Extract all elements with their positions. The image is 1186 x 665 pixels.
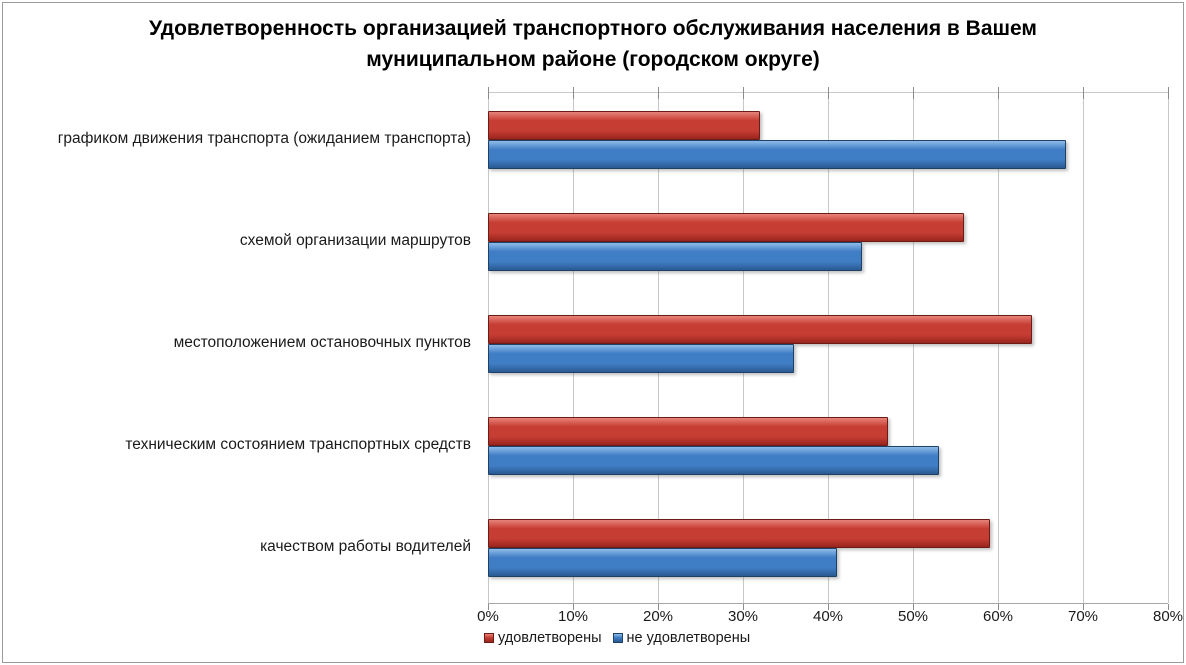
bar-satisfied [488, 213, 964, 242]
axis-tick-bottom [828, 604, 829, 610]
axis-tick-bottom [658, 604, 659, 610]
axis-tick-top [488, 87, 489, 99]
legend-label: не удовлетворены [626, 630, 751, 646]
legend-item: не удовлетворены [612, 630, 751, 646]
x-tick-label: 0% [477, 608, 499, 625]
axis-tick-top [913, 87, 914, 99]
legend: удовлетворены не удовлетворены [484, 630, 750, 646]
gridline [913, 93, 914, 603]
bar-satisfied [488, 417, 888, 446]
bar-satisfied [488, 519, 990, 548]
category-label: местоположением остановочных пунктов [173, 334, 471, 351]
axis-tick-top [828, 87, 829, 99]
x-tick-label: 50% [897, 608, 929, 625]
axis-tick-bottom [1083, 604, 1084, 610]
category-label: графиком движения транспорта (ожиданием … [57, 130, 471, 147]
axis-tick-top [1168, 87, 1169, 99]
bar-unsatisfied [488, 548, 837, 577]
legend-swatch-icon [484, 633, 494, 643]
gridline [998, 93, 999, 603]
legend-swatch-icon [612, 633, 623, 643]
x-tick-label: 20% [642, 608, 674, 625]
x-tick-label: 40% [812, 608, 844, 625]
axis-tick-top [658, 87, 659, 99]
legend-label: удовлетворены [498, 630, 602, 646]
axis-tick-bottom [573, 604, 574, 610]
category-label: техническим состоянием транспортных сред… [125, 436, 471, 453]
x-tick-label: 10% [557, 608, 589, 625]
axis-tick-bottom [488, 604, 489, 610]
bar-unsatisfied [488, 242, 862, 271]
category-label: качеством работы водителей [260, 538, 471, 555]
axis-tick-bottom [743, 604, 744, 610]
bar-unsatisfied [488, 140, 1066, 169]
axis-tick-top [573, 87, 574, 99]
bar-unsatisfied [488, 446, 939, 475]
plot-area [488, 87, 1169, 610]
x-tick-label: 60% [982, 608, 1014, 625]
gridline [1083, 93, 1084, 603]
bar-satisfied [488, 315, 1032, 344]
axis-tick-top [743, 87, 744, 99]
x-tick-label: 80% [1152, 608, 1184, 625]
axis-tick-bottom [913, 604, 914, 610]
bar-unsatisfied [488, 344, 794, 373]
legend-item: удовлетворены [484, 630, 602, 646]
gridline [1168, 93, 1169, 603]
x-tick-label: 30% [727, 608, 759, 625]
bar-satisfied [488, 111, 760, 140]
axis-tick-bottom [1168, 604, 1169, 610]
axis-tick-bottom [998, 604, 999, 610]
axis-tick-top [1083, 87, 1084, 99]
gridline [828, 93, 829, 603]
x-tick-label: 70% [1067, 608, 1099, 625]
category-label: схемой организации маршрутов [239, 232, 471, 249]
chart-title: Удовлетворенность организацией транспорт… [149, 17, 1037, 71]
axis-tick-top [998, 87, 999, 99]
